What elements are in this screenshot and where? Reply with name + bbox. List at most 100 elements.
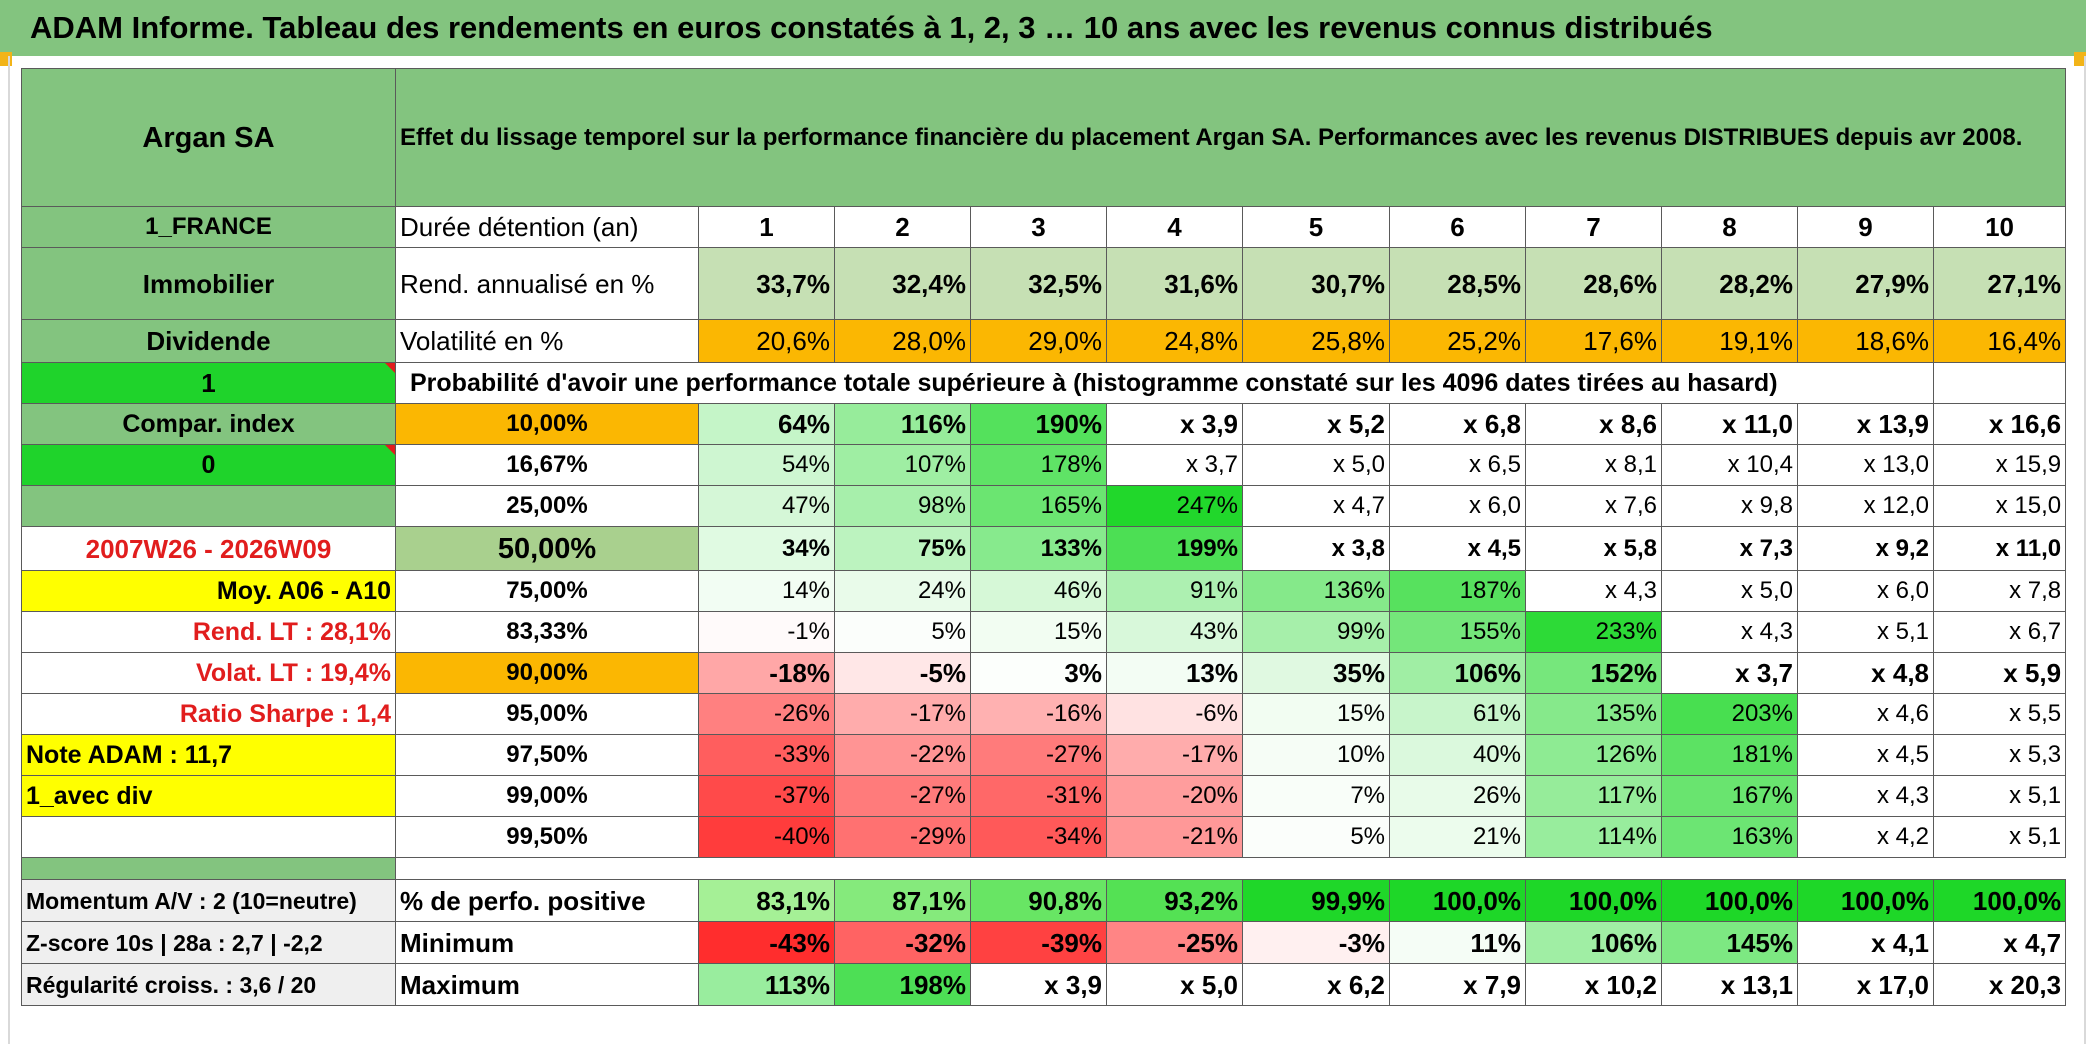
prob-value: x 5,9 <box>1932 652 2067 694</box>
prob-value: x 15,9 <box>1932 444 2067 486</box>
spacer-cell <box>1390 858 1526 880</box>
pos-value: 100,0% <box>1525 879 1662 922</box>
prob-threshold: 95,00% <box>395 693 699 735</box>
max-value: x 5,0 <box>1106 963 1243 1006</box>
spacer-cell <box>1107 858 1243 880</box>
prob-value: x 9,8 <box>1661 485 1798 527</box>
empty-cell <box>1932 362 2067 404</box>
prob-value: 34% <box>698 526 835 571</box>
vol-value: 24,8% <box>1106 319 1243 363</box>
max-label: Maximum <box>395 963 699 1006</box>
ratio-sharpe: Ratio Sharpe : 1,4 <box>21 693 396 735</box>
prob-threshold: 10,00% <box>395 403 699 445</box>
duration-label: Durée détention (an) <box>395 206 699 248</box>
prob-value: 5% <box>1242 816 1390 858</box>
year-header: 10 <box>1932 206 2067 248</box>
vol-label: Volatilité en % <box>395 319 699 363</box>
moy-label: Moy. A06 - A10 <box>21 570 396 612</box>
report-title: ADAM Informe. Tableau des rendements en … <box>0 0 2086 56</box>
sector: Immobilier <box>21 247 396 320</box>
spacer-cell <box>699 858 835 880</box>
corner-marker-right <box>2074 52 2086 66</box>
prob-value: 5% <box>834 611 971 653</box>
prob-value: x 6,8 <box>1389 403 1526 445</box>
min-value: -39% <box>970 921 1107 964</box>
rend-value: 27,9% <box>1797 247 1934 320</box>
prob-value: x 11,0 <box>1932 526 2067 571</box>
prob-value: -33% <box>698 734 835 776</box>
prob-value: -18% <box>698 652 835 694</box>
period: 2007W26 - 2026W09 <box>21 526 396 571</box>
pos-value: 99,9% <box>1242 879 1390 922</box>
prob-value: -1% <box>698 611 835 653</box>
prob-value: x 5,3 <box>1932 734 2067 776</box>
spacer-cell <box>1243 858 1390 880</box>
avec-div: 1_avec div <box>21 775 396 817</box>
max-value: x 3,9 <box>970 963 1107 1006</box>
spacer-cell <box>396 858 699 880</box>
prob-value: x 5,0 <box>1661 570 1798 612</box>
prob-value: x 5,1 <box>1797 611 1934 653</box>
asset-name: Argan SA <box>21 68 396 207</box>
prob-value: -22% <box>834 734 971 776</box>
prob-value: 135% <box>1525 693 1662 735</box>
empty-cell <box>1797 362 1934 404</box>
prob-threshold: 83,33% <box>395 611 699 653</box>
prob-value: -29% <box>834 816 971 858</box>
prob-value: x 16,6 <box>1932 403 2067 445</box>
prob-value: 35% <box>1242 652 1390 694</box>
regularite: Régularité croiss. : 3,6 / 20 <box>21 963 396 1006</box>
spacer-cell <box>971 858 1107 880</box>
year-header: 7 <box>1525 206 1662 248</box>
max-value: x 7,9 <box>1389 963 1526 1006</box>
prob-value: -21% <box>1106 816 1243 858</box>
rend-value: 28,6% <box>1525 247 1662 320</box>
prob-threshold: 16,67% <box>395 444 699 486</box>
prob-value: 64% <box>698 403 835 445</box>
prob-value: x 6,0 <box>1389 485 1526 527</box>
prob-value: 13% <box>1106 652 1243 694</box>
rend-value: 27,1% <box>1932 247 2067 320</box>
rend-value: 32,5% <box>970 247 1107 320</box>
pos-value: 100,0% <box>1932 879 2067 922</box>
prob-value: 117% <box>1525 775 1662 817</box>
prob-value: 178% <box>970 444 1107 486</box>
pos-value: 83,1% <box>698 879 835 922</box>
prob-value: x 4,2 <box>1797 816 1934 858</box>
rend-value: 30,7% <box>1242 247 1390 320</box>
prob-value: x 4,7 <box>1242 485 1390 527</box>
prob-value: 24% <box>834 570 971 612</box>
prob-value: 98% <box>834 485 971 527</box>
prob-value: 26% <box>1389 775 1526 817</box>
prob-value: -37% <box>698 775 835 817</box>
prob-value: x 4,3 <box>1525 570 1662 612</box>
pos-value: 100,0% <box>1797 879 1934 922</box>
year-header: 5 <box>1242 206 1390 248</box>
prob-value: x 5,2 <box>1242 403 1390 445</box>
prob-value: -5% <box>834 652 971 694</box>
year-header: 4 <box>1106 206 1243 248</box>
empty-left <box>21 485 396 527</box>
momentum: Momentum A/V : 2 (10=neutre) <box>21 879 396 922</box>
spacer-cell <box>1526 858 1662 880</box>
prob-value: x 3,7 <box>1661 652 1798 694</box>
prob-value: 15% <box>970 611 1107 653</box>
prob-threshold: 25,00% <box>395 485 699 527</box>
prob-value: -27% <box>834 775 971 817</box>
spacer-cell <box>835 858 971 880</box>
prob-value: 133% <box>970 526 1107 571</box>
min-label: Minimum <box>395 921 699 964</box>
vol-value: 29,0% <box>970 319 1107 363</box>
prob-value: x 4,5 <box>1797 734 1934 776</box>
prob-value: 106% <box>1389 652 1526 694</box>
rend-label: Rend. annualisé en % <box>395 247 699 320</box>
prob-value: x 7,3 <box>1661 526 1798 571</box>
prob-value: x 4,6 <box>1797 693 1934 735</box>
prob-value: 187% <box>1389 570 1526 612</box>
vol-value: 20,6% <box>698 319 835 363</box>
flag-1: 1 <box>21 362 396 404</box>
year-header: 6 <box>1389 206 1526 248</box>
prob-value: 181% <box>1661 734 1798 776</box>
prob-value: 14% <box>698 570 835 612</box>
min-value: -25% <box>1106 921 1243 964</box>
